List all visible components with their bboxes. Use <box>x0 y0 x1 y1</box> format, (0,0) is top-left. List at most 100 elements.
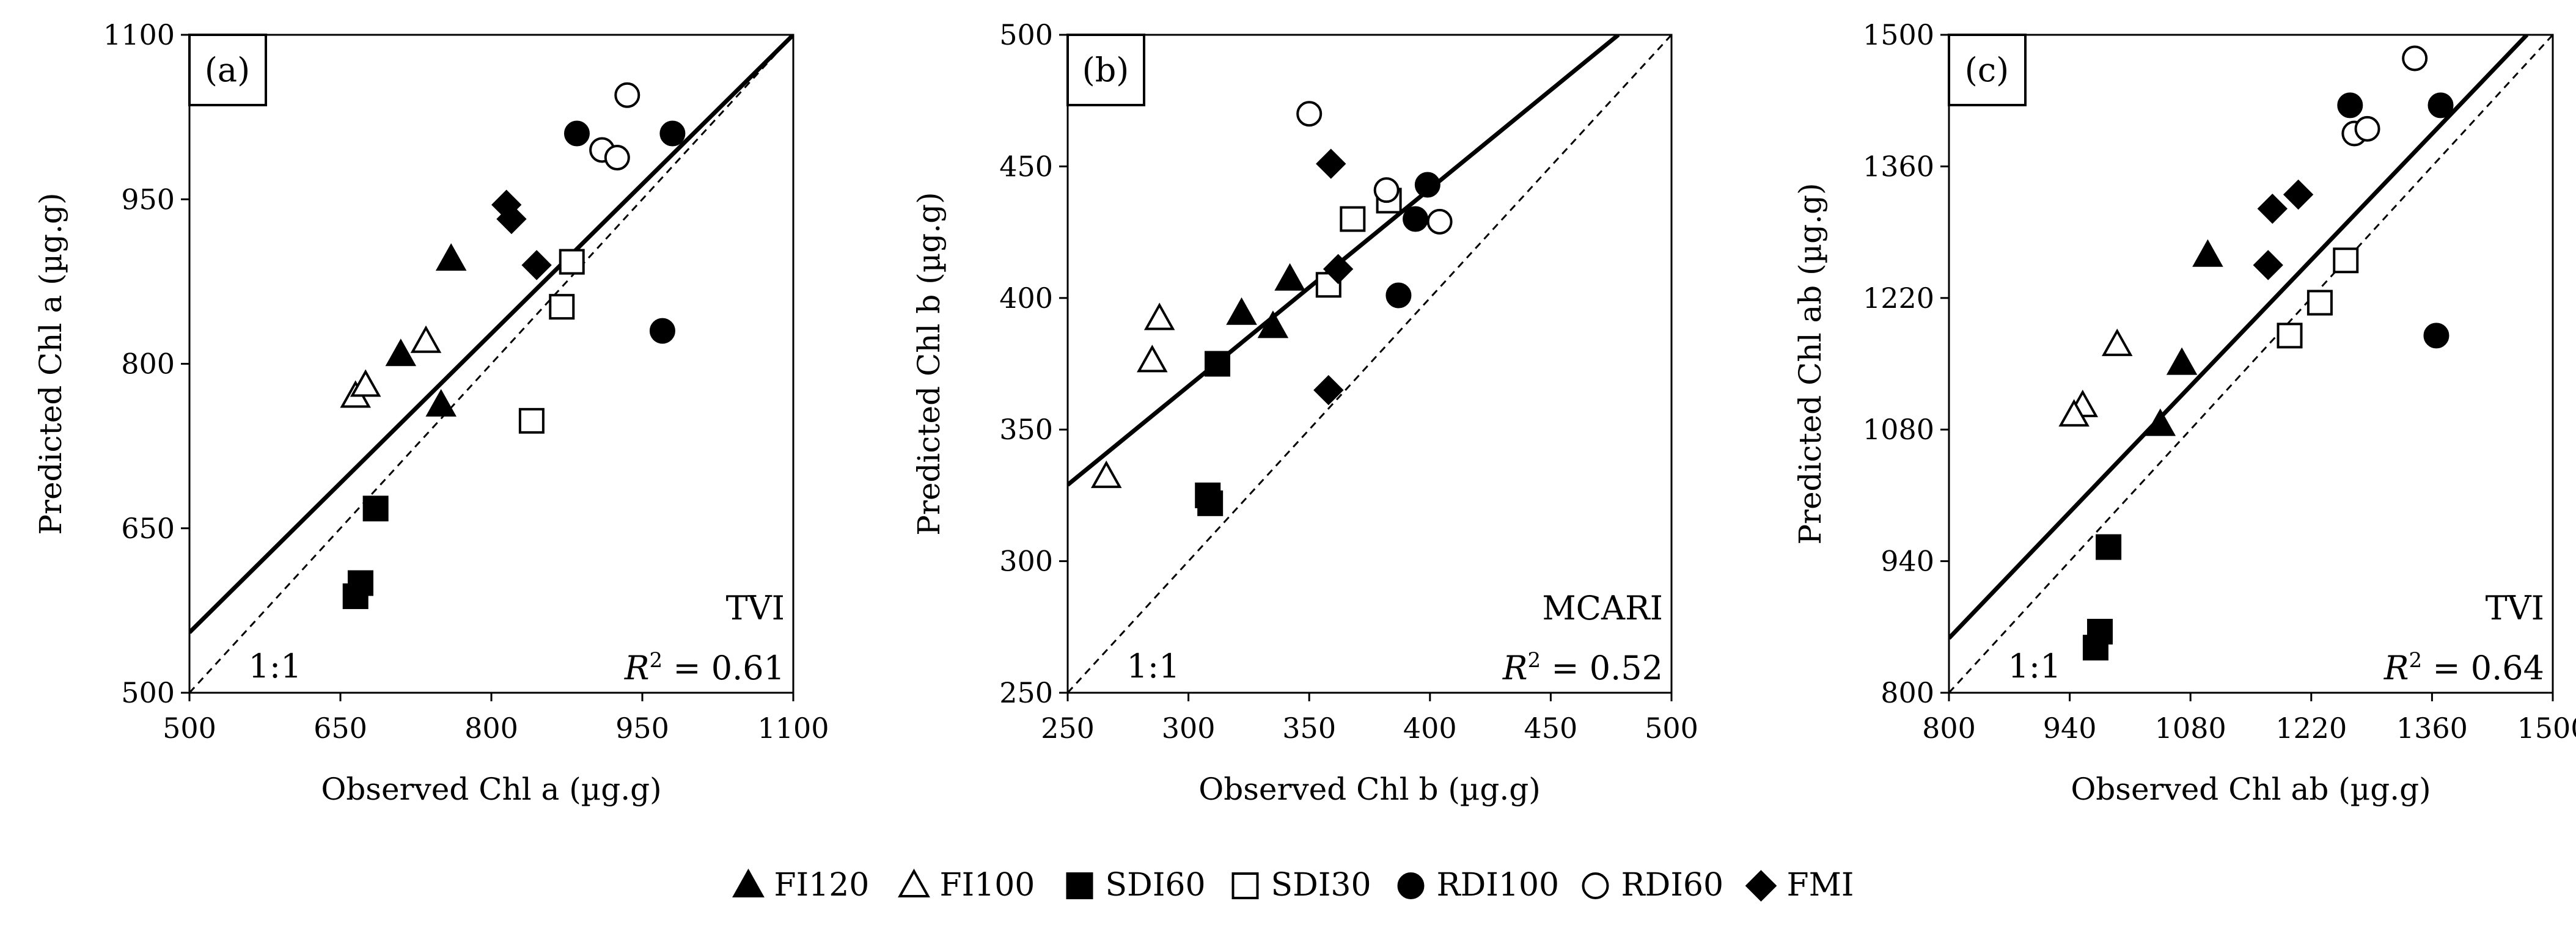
data-point-sdi30 <box>559 249 585 275</box>
data-point-sdi60 <box>1197 490 1224 516</box>
legend-item-fi120: FI120 <box>732 867 870 904</box>
x-tick-label: 300 <box>1162 712 1216 745</box>
r-squared-exponent: 2 <box>650 648 663 673</box>
legend-label: SDI60 <box>1106 867 1206 904</box>
data-point-rdi60 <box>614 82 640 108</box>
y-tick-label: 1220 <box>1863 282 1934 315</box>
data-point-sdi30 <box>2277 323 2303 349</box>
r-squared-exponent: 2 <box>2409 648 2423 673</box>
legend-marker-sdi30 <box>1231 872 1259 899</box>
panel-1: 500 650 800 950 1100 500 650 800 950 1100 Observed… <box>33 18 829 807</box>
r-squared-value: = 0.52 <box>1541 649 1663 687</box>
data-point-rdi100 <box>649 318 675 344</box>
r-squared-exponent: 2 <box>1528 648 1541 673</box>
panel-tag-box <box>1066 34 1145 106</box>
x-tick-label: 1500 <box>2517 712 2576 745</box>
legend-item-sdi60: SDI60 <box>1066 867 1206 904</box>
one-to-one-label: 1:1 <box>2008 647 2061 685</box>
data-point-sdi60 <box>1205 351 1231 377</box>
data-point-sdi30 <box>2333 247 2359 274</box>
data-point-fi100 <box>410 325 442 353</box>
x-tick-label: 350 <box>1282 712 1336 745</box>
one-to-one-label: 1:1 <box>1127 647 1180 685</box>
x-axis-title: Observed Chl ab (µg.g) <box>2071 772 2431 807</box>
data-point-sdi60 <box>2096 534 2122 560</box>
y-axis-title: Predicted Chl ab (µg.g) <box>1793 183 1828 544</box>
x-tick-label: 1360 <box>2396 712 2468 745</box>
x-tick-label: 940 <box>2043 712 2097 745</box>
r-squared-label: R2 = 0.52 <box>1502 648 1663 687</box>
data-point-fi100 <box>1090 460 1122 488</box>
data-point-fmi <box>1313 374 1344 406</box>
panel-tag: (b) <box>1082 51 1129 89</box>
x-tick-label: 400 <box>1403 712 1457 745</box>
legend-item-rdi60: RDI60 <box>1582 867 1723 904</box>
data-point-fi120 <box>385 338 417 367</box>
legend-item-fi100: FI100 <box>898 867 1035 904</box>
plot-frame <box>1066 34 1673 694</box>
panel-tag: (c) <box>1965 51 2009 89</box>
x-tick-label: 1080 <box>2155 712 2226 745</box>
index-name: MCARI <box>1542 589 1663 627</box>
data-point-fi120 <box>2166 347 2198 375</box>
index-name: TVI <box>2486 589 2544 627</box>
regression-line <box>1949 35 2529 640</box>
data-point-rdi60 <box>1296 101 1323 127</box>
legend-item-fmi: FMI <box>1745 867 1854 904</box>
data-point-fmi <box>521 250 552 280</box>
y-tick-label: 1100 <box>103 18 175 51</box>
panel-tag: (a) <box>205 51 250 89</box>
y-axis-title: Predicted Chl a (µg.g) <box>33 192 68 535</box>
data-point-fmi <box>2257 193 2288 224</box>
x-tick-label: 450 <box>1524 712 1577 745</box>
y-axis-title: Predicted Chl b (µg.g) <box>911 192 947 535</box>
legend-label: FI100 <box>940 867 1035 904</box>
legend-label: FMI <box>1787 867 1854 904</box>
y-tick-label: 1500 <box>1863 18 1934 51</box>
r-squared-value: = 0.64 <box>2422 649 2544 687</box>
data-point-sdi30 <box>2306 290 2333 316</box>
legend-label: FI120 <box>774 867 870 904</box>
data-point-rdi60 <box>2402 45 2428 71</box>
legend-marker-sdi60 <box>1066 872 1093 899</box>
data-point-sdi60 <box>342 583 369 610</box>
y-tick-label: 250 <box>999 676 1053 709</box>
y-tick-label: 800 <box>121 348 175 381</box>
legend-marker-fi120 <box>732 868 765 897</box>
plot-frame <box>1948 34 2554 694</box>
y-tick-label: 500 <box>121 676 175 709</box>
x-tick-label: 800 <box>464 712 518 745</box>
legend-item-sdi30: SDI30 <box>1231 867 1371 904</box>
y-tick-label: 450 <box>999 150 1053 183</box>
data-point-sdi60 <box>2082 635 2108 661</box>
legend: FI120 FI100 SDI60 SDI30 RDI100 RDI60 FMI <box>732 867 1854 904</box>
y-tick-label: 350 <box>999 413 1053 446</box>
data-point-sdi30 <box>549 294 575 320</box>
data-point-rdi60 <box>1426 208 1453 235</box>
data-point-sdi60 <box>362 495 389 522</box>
one-to-one-line <box>189 35 793 693</box>
data-point-rdi60 <box>1373 177 1400 203</box>
data-point-fi120 <box>1274 263 1305 291</box>
data-point-rdi100 <box>1385 282 1412 309</box>
x-tick-label: 250 <box>1041 712 1095 745</box>
r-squared-symbol: R <box>624 649 650 687</box>
y-tick-label: 400 <box>999 282 1053 315</box>
legend-marker-rdi60 <box>1582 872 1609 899</box>
r-squared-value: = 0.61 <box>662 649 785 687</box>
x-tick-label: 500 <box>163 712 216 745</box>
data-point-sdi30 <box>1340 206 1366 232</box>
data-point-fi120 <box>1257 310 1289 338</box>
data-point-fi120 <box>435 243 467 271</box>
data-point-fi100 <box>2058 399 2090 427</box>
y-tick-label: 950 <box>121 183 175 216</box>
data-point-fi120 <box>2192 239 2223 267</box>
panel-3: 800 940 1080 1220 1360 1500 800 940 1080 1220 1360… <box>1793 18 2576 807</box>
legend-label: RDI100 <box>1437 867 1560 904</box>
r-squared-symbol: R <box>2383 649 2409 687</box>
data-point-fi100 <box>1137 345 1168 373</box>
y-tick-label: 800 <box>1881 676 1934 709</box>
r-squared-symbol: R <box>1502 649 1528 687</box>
data-point-fmi <box>1323 254 1354 285</box>
